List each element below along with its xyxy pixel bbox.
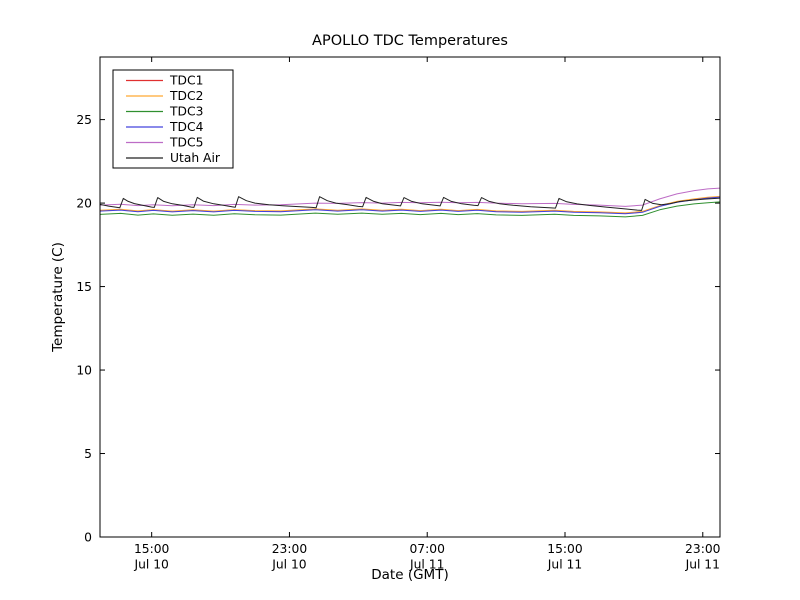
legend-label: TDC5 <box>169 136 203 150</box>
y-tick-label: 10 <box>76 364 92 378</box>
x-tick-label-date: Jul 11 <box>685 558 720 572</box>
series-line-tdc5 <box>99 187 721 207</box>
series-line-tdc4 <box>99 196 721 215</box>
y-axis-label: Temperature (C) <box>50 242 66 353</box>
legend-label: TDC2 <box>169 89 203 103</box>
series-line-tdc3 <box>99 201 721 218</box>
legend-label: TDC1 <box>169 74 203 88</box>
x-tick-label-date: Jul 11 <box>409 558 444 572</box>
x-tick-label-time: 15:00 <box>134 542 169 556</box>
chart-title: APOLLO TDC Temperatures <box>312 33 508 49</box>
y-tick-label: 25 <box>76 113 92 127</box>
series-line-tdc2 <box>99 195 721 214</box>
x-tick-label-time: 15:00 <box>547 542 582 556</box>
y-tick-label: 20 <box>76 197 92 211</box>
legend-label: TDC3 <box>169 105 203 119</box>
legend-label: Utah Air <box>170 151 221 165</box>
series-line-utah-air <box>99 196 721 211</box>
x-tick-label-time: 07:00 <box>409 542 444 556</box>
axis-ticks: 0 5 10 15 20 25 15:00 Jul 10 23:00 Jul 10 07:00 Jul… <box>76 57 721 572</box>
x-axis-label: Date (GMT) <box>371 567 448 583</box>
x-tick-label-time: 23:00 <box>685 542 720 556</box>
x-tick-label-date: Jul 10 <box>133 558 168 572</box>
y-tick-label: 0 <box>84 531 92 545</box>
plot-border <box>99 56 721 538</box>
legend-box <box>112 69 234 169</box>
x-tick-label-time: 23:00 <box>272 542 307 556</box>
y-tick-label: 5 <box>84 447 92 461</box>
series-lines <box>99 187 721 218</box>
x-tick-label-date: Jul 11 <box>547 558 582 572</box>
y-tick-label: 15 <box>76 280 92 294</box>
legend-label: TDC4 <box>169 120 204 134</box>
x-tick-label-date: Jul 10 <box>271 558 306 572</box>
